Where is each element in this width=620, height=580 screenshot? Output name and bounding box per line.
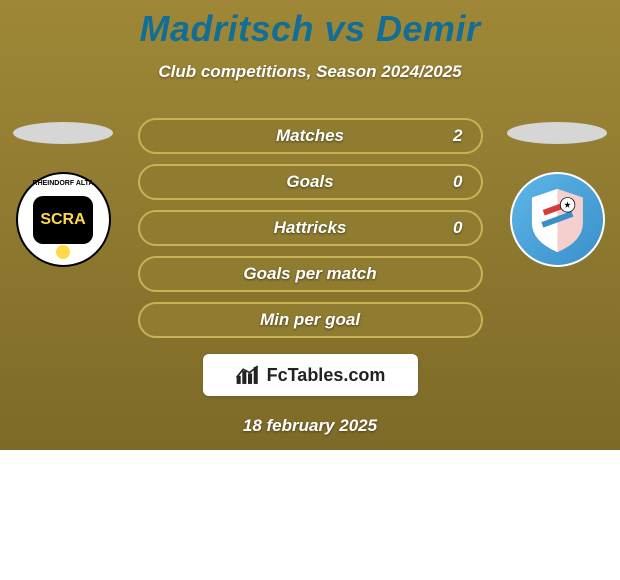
logo-accent-dot — [56, 245, 70, 259]
stat-label: Goals — [286, 172, 333, 192]
stat-label: Min per goal — [260, 310, 360, 330]
stat-bar-min-per-goal: Min per goal — [138, 302, 483, 338]
stat-value-right: 0 — [453, 172, 462, 192]
player-photo-shadow — [507, 122, 607, 144]
stat-label: Goals per match — [243, 264, 376, 284]
brand-badge: FcTables.com — [203, 354, 418, 396]
left-player-column: RHEINDORF ALTA SCRA — [8, 118, 118, 267]
subtitle: Club competitions, Season 2024/2025 — [0, 62, 620, 82]
bar-chart-icon — [235, 364, 261, 386]
stats-bars: Matches 2 Goals 0 Hattricks 0 Goals per … — [138, 118, 483, 338]
stat-value-right: 0 — [453, 218, 462, 238]
player-photo-shadow — [13, 122, 113, 144]
logo-ring-text: RHEINDORF ALTA — [33, 180, 94, 187]
right-player-column — [502, 118, 612, 267]
stat-label: Hattricks — [274, 218, 347, 238]
stat-label: Matches — [276, 126, 344, 146]
stat-value-right: 2 — [453, 126, 462, 146]
logo-badge: SCRA — [33, 196, 93, 244]
stat-bar-goals-per-match: Goals per match — [138, 256, 483, 292]
stat-bar-hattricks: Hattricks 0 — [138, 210, 483, 246]
logo-badge-text: SCRA — [40, 211, 85, 229]
stat-bar-matches: Matches 2 — [138, 118, 483, 154]
stat-bar-goals: Goals 0 — [138, 164, 483, 200]
comparison-area: RHEINDORF ALTA SCRA Matches 2 Goals 0 Ha… — [0, 118, 620, 338]
date-text: 18 february 2025 — [0, 416, 620, 436]
left-club-logo: RHEINDORF ALTA SCRA — [16, 172, 111, 267]
right-club-logo — [510, 172, 605, 267]
page-title: Madritsch vs Demir — [0, 0, 620, 50]
shield-icon — [521, 183, 594, 256]
brand-text: FcTables.com — [267, 365, 386, 386]
